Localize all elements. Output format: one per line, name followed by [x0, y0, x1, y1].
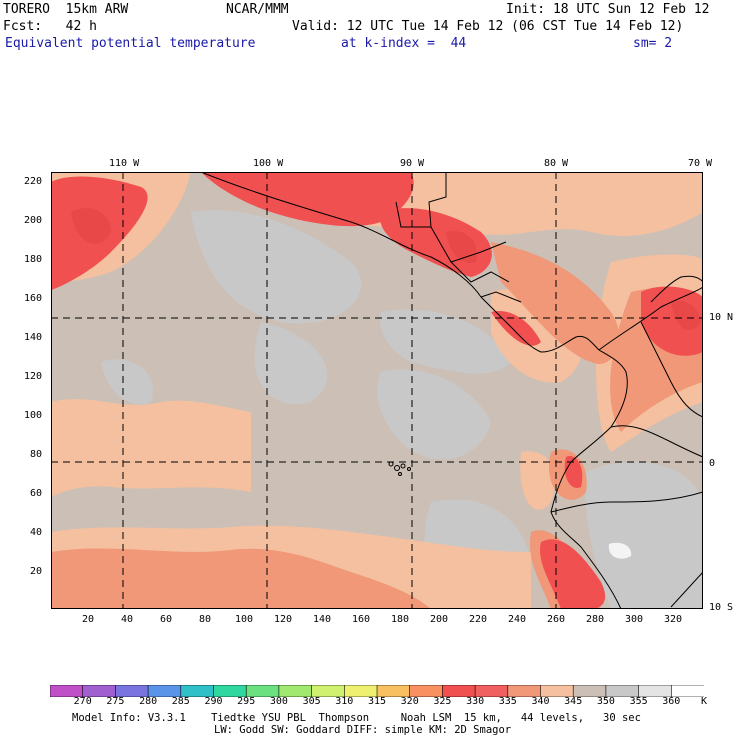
colorbar [49, 682, 705, 701]
lat-label: 0 [709, 458, 716, 469]
map-frame [51, 172, 703, 609]
x-tick-label: 220 [469, 614, 488, 625]
lon-label: 80 W [544, 158, 569, 169]
coastlines [200, 172, 703, 609]
forecast-hour: Fcst: 42 h [3, 19, 97, 34]
x-tick-label: 320 [664, 614, 683, 625]
valid-time: Valid: 12 UTC Tue 14 Feb 12 (06 CST Tue … [292, 19, 684, 34]
smoothing-info: sm= 2 [633, 36, 673, 51]
colorbar-tick-label: 360 [662, 696, 681, 707]
colorbar-tick-label: 345 [564, 696, 583, 707]
red-cores [71, 208, 701, 331]
x-tick-label: 240 [508, 614, 527, 625]
y-tick-label: 80 [30, 449, 43, 460]
colorbar-tick-label: 350 [596, 696, 615, 707]
x-tick-label: 60 [160, 614, 173, 625]
y-tick-label: 20 [30, 566, 43, 577]
colorbar-tick-label: 320 [400, 696, 419, 707]
colorbar-tick-label: 305 [302, 696, 321, 707]
y-tick-label: 100 [24, 410, 43, 421]
y-tick-label: 220 [24, 176, 43, 187]
y-tick-label: 160 [24, 293, 43, 304]
lon-label: 70 W [688, 158, 713, 169]
colorbar-tick-label: 285 [171, 696, 190, 707]
y-tick-label: 200 [24, 215, 43, 226]
colorbar-tick-label: 340 [531, 696, 550, 707]
galapagos-islands [388, 461, 411, 476]
physics-info: LW: Godd SW: Goddard DIFF: simple KM: 2D… [214, 724, 512, 736]
light-patch [608, 542, 632, 559]
colorbar-tick-label: 295 [237, 696, 256, 707]
lat-label: 10 N [709, 312, 734, 323]
x-tick-label: 300 [625, 614, 644, 625]
init-time: Init: 18 UTC Sun 12 Feb 12 [506, 2, 710, 17]
colorbar-tick-label: 315 [367, 696, 387, 707]
colorbar-tick-label: 275 [106, 696, 125, 707]
lon-label: 90 W [400, 158, 425, 169]
model-name: TORERO 15km ARW [3, 2, 129, 17]
x-tick-label: 140 [313, 614, 332, 625]
colorbar-tick-label: 355 [629, 696, 648, 707]
lon-label: 110 W [109, 158, 140, 169]
x-tick-label: 20 [82, 614, 95, 625]
model-info: Model Info: V3.3.1 Tiedtke YSU PBL Thomp… [72, 712, 641, 724]
x-tick-label: 280 [586, 614, 605, 625]
colorbar-tick-label: 310 [335, 696, 354, 707]
colorbar-tick-label: 325 [433, 696, 452, 707]
x-tick-label: 260 [547, 614, 566, 625]
colorbar-tick-label: 270 [73, 696, 92, 707]
y-tick-label: 120 [24, 371, 43, 382]
theta-e-field [51, 172, 703, 609]
level-info: at k-index = 44 [341, 36, 467, 51]
colorbar-tick-label: 300 [269, 696, 288, 707]
map-panel [51, 172, 703, 609]
colorbar-tick-label: 330 [466, 696, 485, 707]
field-name: Equivalent potential temperature [5, 36, 256, 51]
x-tick-label: 100 [235, 614, 254, 625]
colorbar-tick-label: 280 [139, 696, 158, 707]
grid-lines [51, 172, 703, 609]
organization: NCAR/MMM [226, 2, 289, 17]
colorbar-unit: K [700, 696, 708, 707]
x-tick-label: 200 [430, 614, 449, 625]
x-tick-label: 80 [199, 614, 212, 625]
x-tick-label: 180 [391, 614, 410, 625]
y-tick-label: 40 [30, 527, 43, 538]
x-tick-label: 40 [121, 614, 134, 625]
y-tick-label: 60 [30, 488, 43, 499]
y-tick-label: 140 [24, 332, 43, 343]
colorbar-tick-label: 290 [204, 696, 223, 707]
lat-label: 10 S [709, 602, 734, 613]
lon-label: 100 W [253, 158, 284, 169]
colorbar-swatches [49, 684, 705, 698]
y-tick-label: 180 [24, 254, 43, 265]
x-tick-label: 160 [352, 614, 371, 625]
colorbar-tick-label: 335 [498, 696, 517, 707]
x-tick-label: 120 [274, 614, 293, 625]
